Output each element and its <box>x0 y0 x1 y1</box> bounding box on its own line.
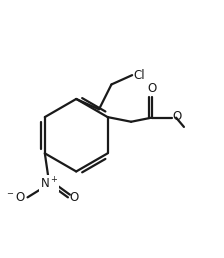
Text: O: O <box>172 110 182 123</box>
Text: Cl: Cl <box>133 69 145 82</box>
Text: $^-$O: $^-$O <box>5 191 26 204</box>
Text: N$^+$: N$^+$ <box>40 176 58 191</box>
Text: O: O <box>70 191 79 204</box>
Text: O: O <box>147 82 156 95</box>
